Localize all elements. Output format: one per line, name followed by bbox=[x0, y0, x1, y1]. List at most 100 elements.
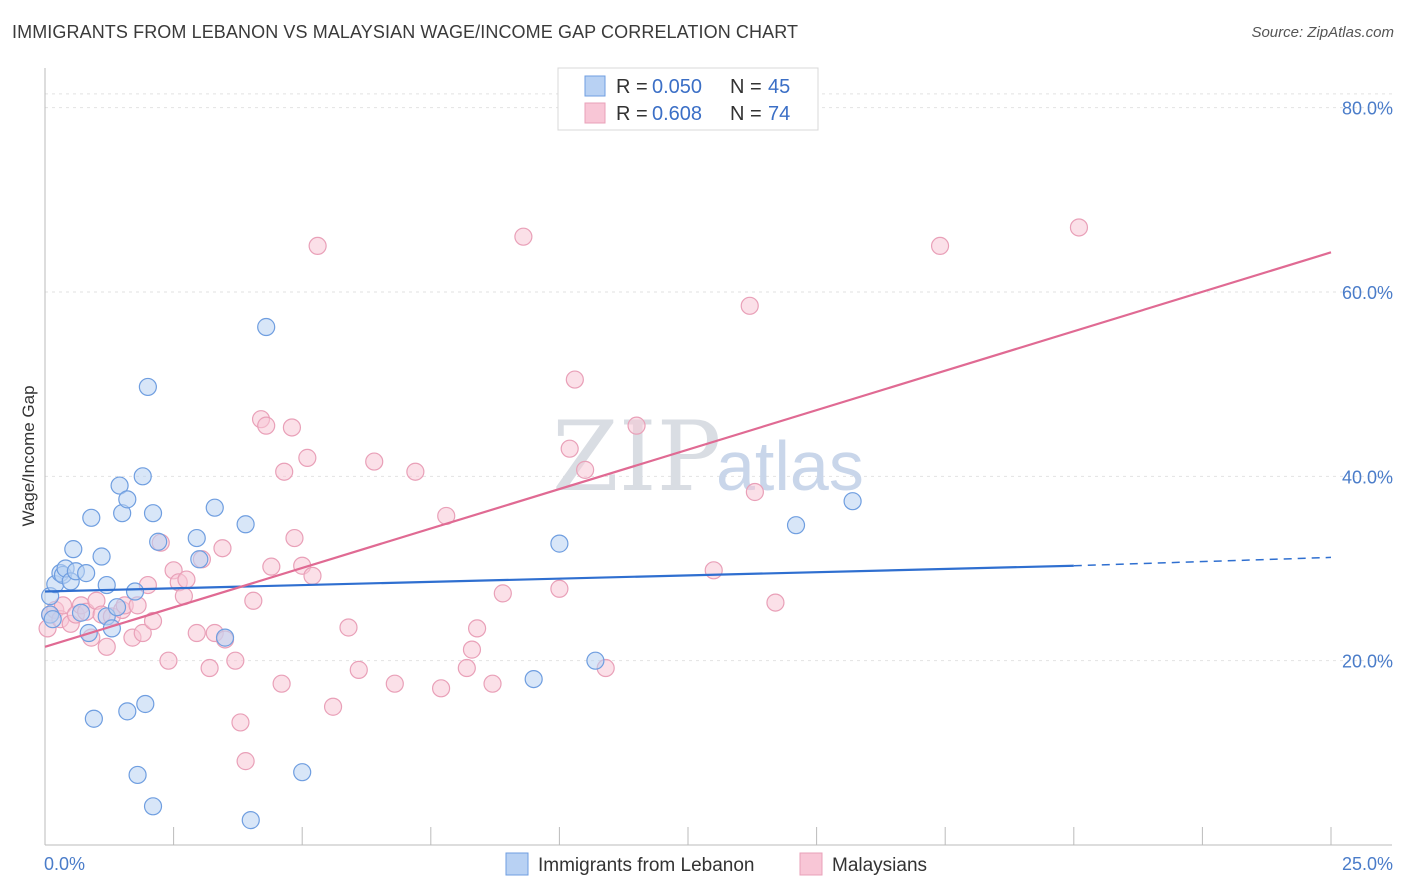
legend-swatch-lebanon bbox=[584, 75, 606, 97]
malaysians-point-41 bbox=[275, 462, 294, 481]
legend-n-value-1: 45 bbox=[768, 76, 790, 98]
malaysians-point-39 bbox=[262, 557, 281, 576]
malaysians-point-34 bbox=[231, 713, 250, 732]
malaysians-point-49 bbox=[339, 618, 358, 637]
malaysians-point-29 bbox=[200, 658, 219, 678]
malaysians-point-61 bbox=[514, 227, 533, 246]
lebanon-point-39 bbox=[550, 534, 569, 553]
series-legend: Immigrants from Lebanon Malaysians bbox=[505, 852, 927, 876]
y-tick-labels: 20.0% 40.0% 60.0% 80.0% bbox=[1342, 99, 1393, 672]
legend-n-label-1: N = bbox=[730, 76, 762, 98]
axes bbox=[44, 68, 1392, 846]
lebanon-point-20 bbox=[118, 490, 137, 509]
malaysians-point-43 bbox=[285, 528, 304, 548]
lebanon-point-41 bbox=[786, 516, 806, 535]
lebanon-trend-line bbox=[44, 564, 1074, 593]
malaysians-point-18 bbox=[133, 623, 152, 643]
lebanon-point-9 bbox=[77, 564, 96, 583]
malaysians-point-52 bbox=[385, 674, 404, 693]
source-label: Source: ZipAtlas.com bbox=[1251, 24, 1394, 41]
y-tick-label-0: 20.0% bbox=[1342, 652, 1393, 672]
bottom-legend-lebanon: Immigrants from Lebanon bbox=[538, 855, 755, 876]
lebanon-point-27 bbox=[143, 504, 163, 523]
malaysians-point-45 bbox=[298, 448, 317, 467]
lebanon-point-38 bbox=[524, 669, 543, 689]
lebanon-point-18 bbox=[110, 476, 129, 495]
malaysians-point-46 bbox=[303, 566, 322, 585]
malaysians-point-60 bbox=[493, 584, 512, 603]
lebanon-point-40 bbox=[586, 651, 605, 670]
malaysians-point-35 bbox=[236, 752, 255, 771]
lebanon-point-26 bbox=[138, 377, 157, 397]
lebanon-point-42 bbox=[843, 492, 862, 511]
lebanon-point-11 bbox=[82, 508, 101, 527]
malaysians-point-53 bbox=[406, 462, 425, 481]
malaysians-point-57 bbox=[462, 640, 482, 659]
lebanon-point-12 bbox=[84, 709, 103, 728]
malaysians-point-47 bbox=[308, 236, 327, 256]
malaysians-point-56 bbox=[457, 658, 476, 678]
malaysians-point-38 bbox=[257, 416, 276, 435]
malaysians-point-51 bbox=[365, 452, 384, 471]
malaysians-point-58 bbox=[467, 619, 487, 638]
malaysians-point-50 bbox=[349, 660, 368, 679]
malaysians-point-4 bbox=[53, 596, 73, 615]
legend-r-label-1: R = bbox=[616, 76, 648, 98]
bottom-legend-swatch-malaysians bbox=[799, 852, 823, 876]
lebanon-trend-extension bbox=[1073, 556, 1332, 567]
y-tick-label-2: 60.0% bbox=[1342, 283, 1393, 303]
malaysians-point-62 bbox=[550, 579, 569, 598]
legend-r-value-1: 0.050 bbox=[652, 76, 702, 98]
watermark-atlas: atlas bbox=[716, 427, 864, 505]
malaysians-point-68 bbox=[704, 561, 723, 580]
lebanon-point-22 bbox=[125, 582, 145, 601]
malaysians-point-31 bbox=[213, 539, 232, 558]
malaysians-point-64 bbox=[565, 370, 584, 389]
lebanon-point-17 bbox=[107, 598, 127, 617]
malaysians-point-27 bbox=[187, 623, 206, 643]
lebanon-point-33 bbox=[215, 628, 235, 647]
legend-n-value-2: 74 bbox=[768, 103, 790, 125]
lebanon-point-34 bbox=[236, 515, 255, 534]
lebanon-point-23 bbox=[128, 765, 147, 785]
malaysians-point-70 bbox=[745, 482, 764, 502]
lebanon-point-29 bbox=[149, 532, 168, 551]
lebanon-point-24 bbox=[133, 467, 152, 486]
malaysians-point-33 bbox=[226, 651, 245, 670]
lebanon-point-6 bbox=[64, 540, 83, 559]
malaysians-trend-line bbox=[44, 251, 1332, 648]
malaysians-point-59 bbox=[483, 674, 502, 693]
watermark: ZIP atlas bbox=[552, 401, 864, 513]
malaysians-point-73 bbox=[1069, 218, 1089, 237]
malaysians-point-67 bbox=[627, 416, 646, 435]
malaysians-point-40 bbox=[272, 674, 291, 693]
x-tick-label-1: 25.0% bbox=[1342, 854, 1393, 874]
malaysians-point-72 bbox=[930, 236, 950, 256]
legend-r-label-2: R = bbox=[616, 103, 648, 125]
lebanon-point-28 bbox=[143, 797, 163, 816]
malaysians-point-12 bbox=[97, 637, 116, 656]
x-tick-label-0: 0.0% bbox=[44, 854, 85, 874]
lebanon-point-37 bbox=[293, 763, 312, 782]
legend-swatch-malaysians bbox=[584, 102, 606, 124]
correlation-legend: R = 0.050 N = 45 R = 0.608 N = 74 bbox=[557, 67, 819, 131]
trend-lines bbox=[44, 251, 1332, 648]
malaysians-point-20 bbox=[143, 611, 163, 631]
malaysians-point-22 bbox=[159, 651, 178, 670]
bottom-legend-malaysians: Malaysians bbox=[832, 855, 927, 876]
lebanon-point-44 bbox=[43, 610, 62, 629]
malaysians-point-26 bbox=[177, 570, 196, 589]
lebanon-point-8 bbox=[71, 603, 91, 622]
x-tick-labels: 0.0% 25.0% bbox=[44, 854, 1393, 874]
lebanon-point-30 bbox=[187, 528, 206, 548]
lebanon-point-31 bbox=[190, 550, 209, 569]
malaysians-point-48 bbox=[323, 697, 343, 716]
bottom-legend-swatch-lebanon bbox=[505, 852, 529, 876]
lebanon-point-32 bbox=[205, 498, 224, 517]
lebanon-point-13 bbox=[92, 547, 111, 566]
chart-title: IMMIGRANTS FROM LEBANON VS MALAYSIAN WAG… bbox=[12, 22, 799, 42]
malaysians-point-69 bbox=[740, 296, 759, 315]
lebanon-point-21 bbox=[118, 702, 137, 721]
data-points bbox=[38, 218, 1089, 830]
